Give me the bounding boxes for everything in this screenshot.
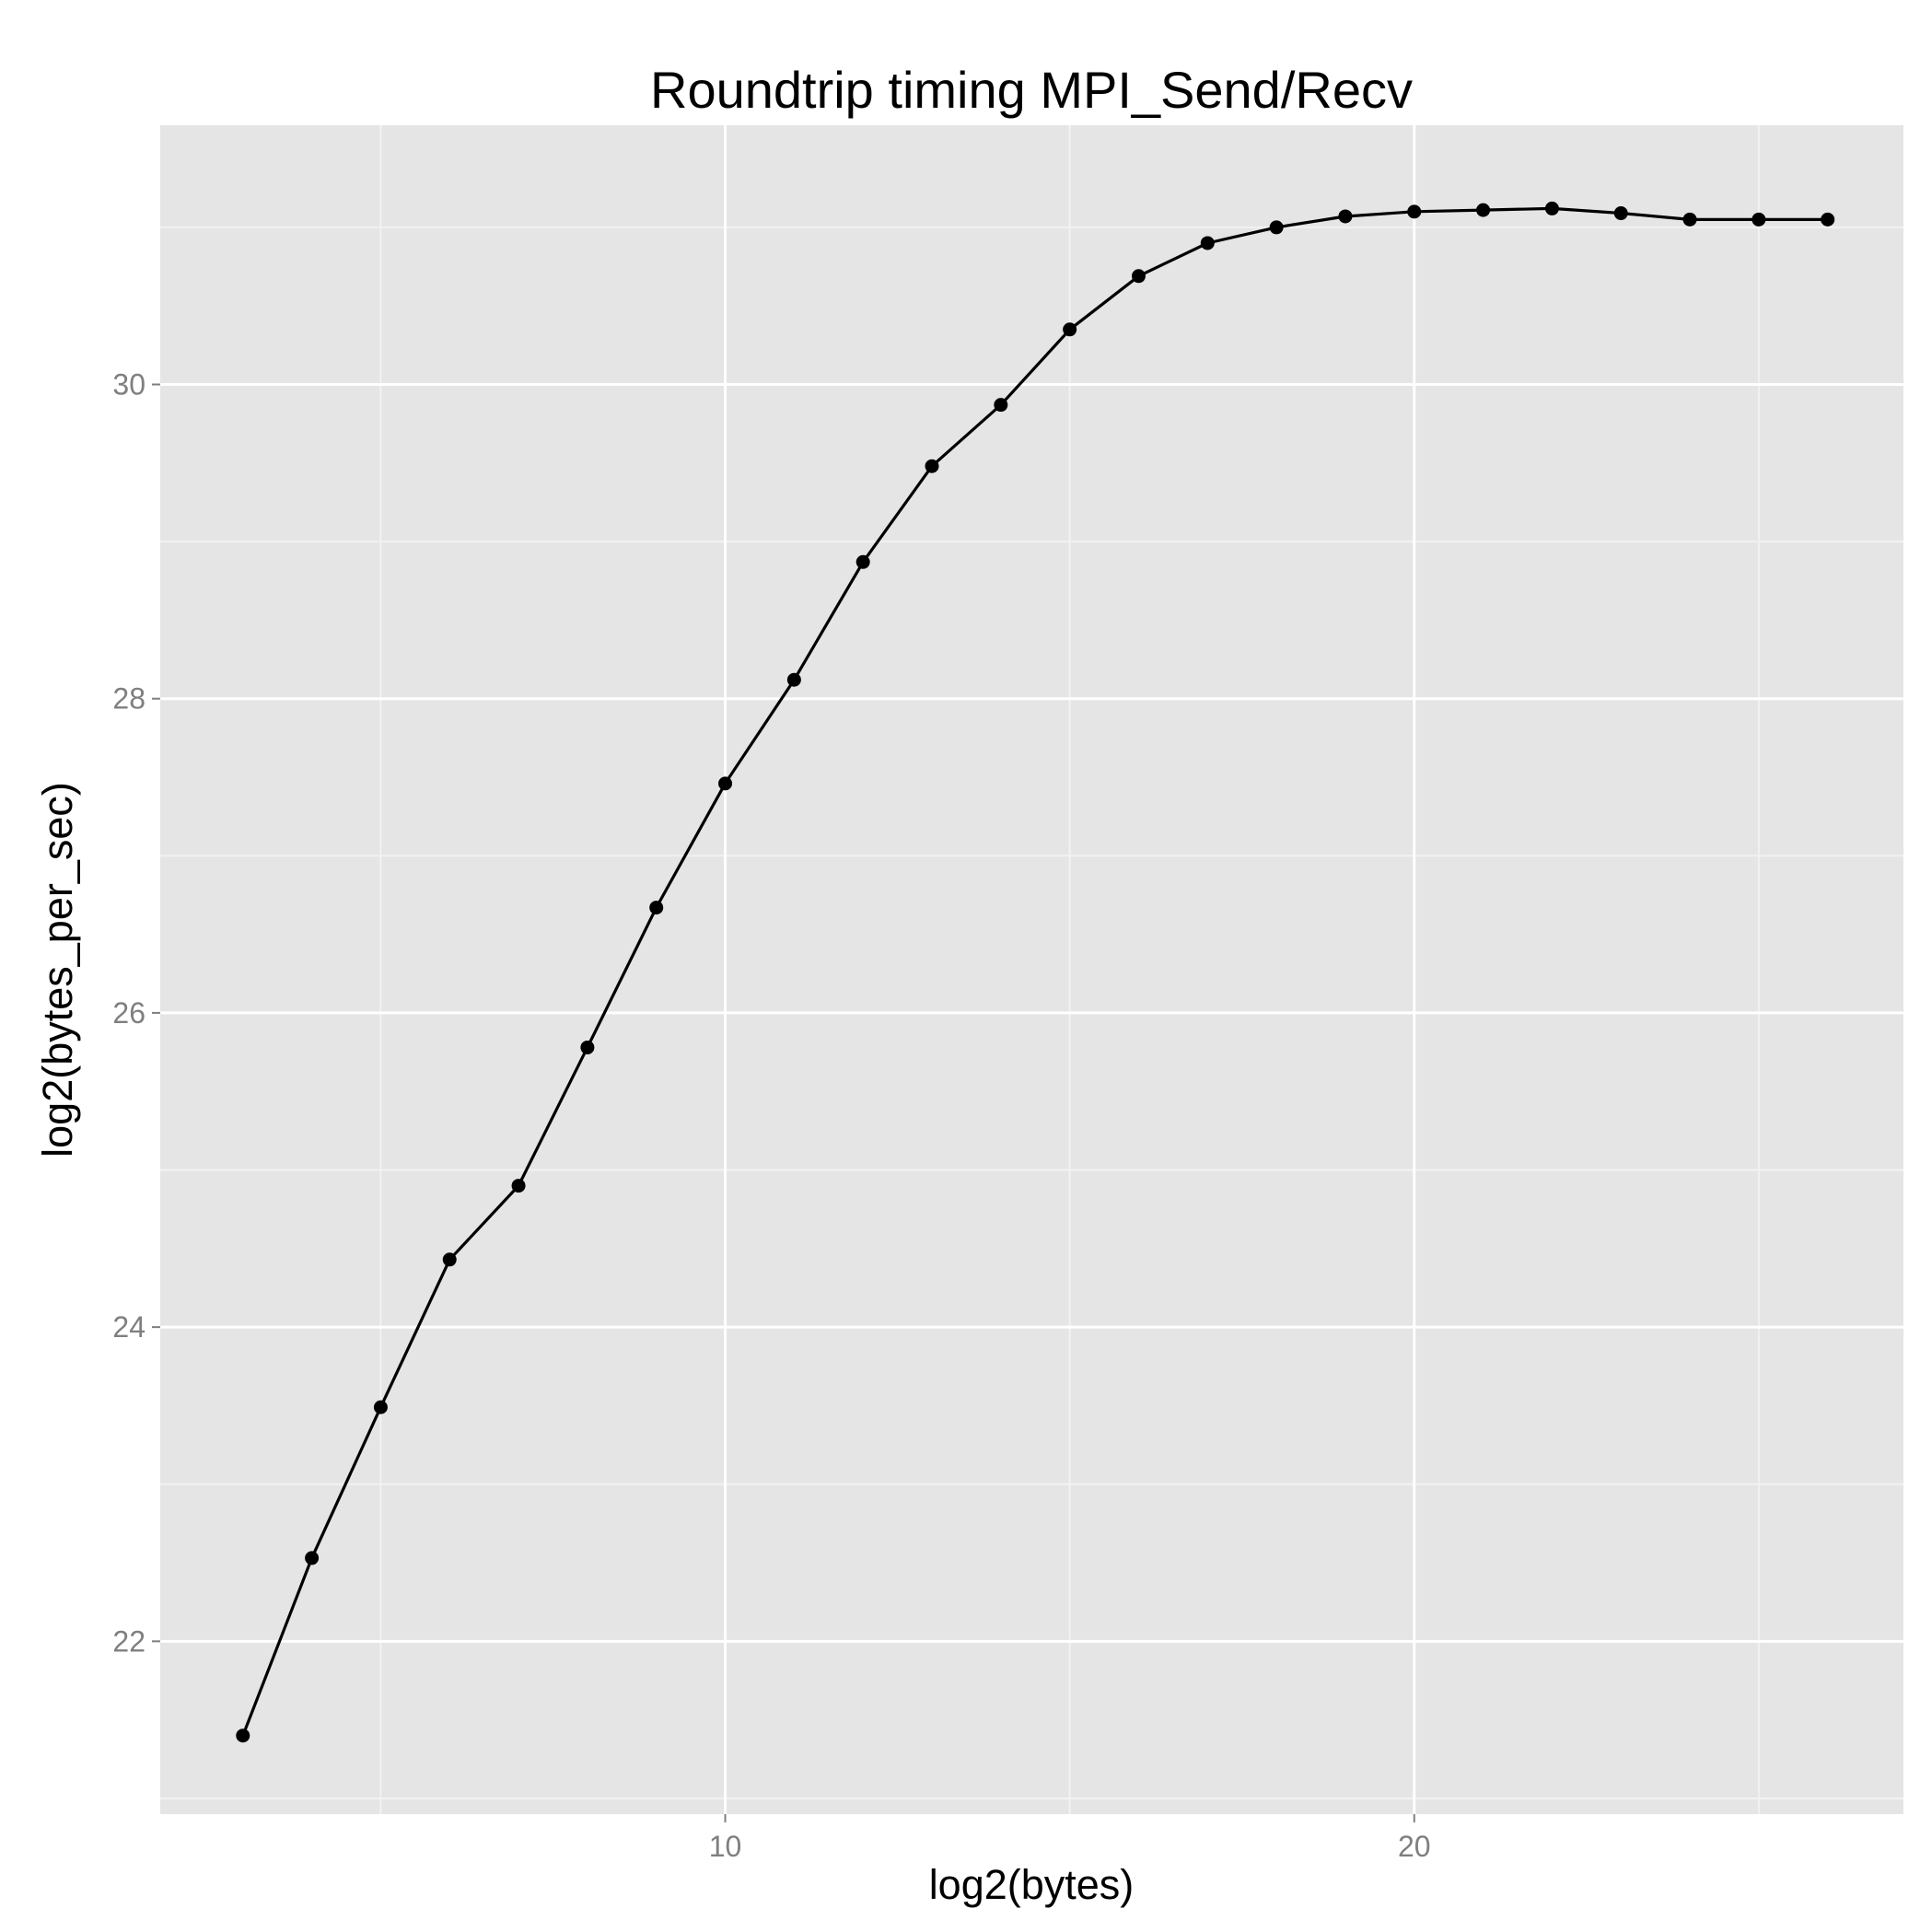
- data-point: [373, 1400, 388, 1414]
- data-point: [305, 1551, 320, 1565]
- data-point: [994, 398, 1008, 413]
- data-point: [236, 1728, 250, 1743]
- x-tick-label: 10: [709, 1830, 742, 1863]
- chart-title: Roundtrip timing MPI_Send/Recv: [650, 61, 1413, 119]
- y-tick-label: 30: [112, 367, 145, 401]
- data-point: [1131, 269, 1146, 284]
- data-point: [1200, 236, 1215, 250]
- data-point: [786, 672, 801, 687]
- y-tick-label: 26: [112, 996, 145, 1030]
- data-point: [1338, 209, 1353, 224]
- data-point: [855, 554, 870, 569]
- data-point: [1476, 203, 1491, 217]
- y-tick-label: 24: [112, 1310, 145, 1344]
- data-point: [1269, 220, 1284, 235]
- data-point: [1544, 201, 1559, 215]
- data-point: [1752, 212, 1766, 227]
- data-point: [649, 901, 664, 915]
- series-layer: [236, 201, 1835, 1743]
- data-point: [1407, 204, 1422, 219]
- y-tick-label: 28: [112, 682, 145, 716]
- y-axis-label: log2(bytes_per_sec): [34, 782, 81, 1158]
- minor-grid: [160, 125, 1903, 1814]
- data-point: [1613, 206, 1628, 221]
- data-point: [718, 776, 733, 791]
- axis-ticks: [152, 383, 1415, 1822]
- series-line: [241, 206, 1828, 1737]
- tick-labels: 10 20 22 24 26 28 30: [112, 367, 1430, 1863]
- x-axis-label: log2(bytes): [929, 1861, 1135, 1908]
- major-grid: [160, 125, 1903, 1814]
- data-point: [580, 1040, 595, 1054]
- data-point: [1682, 212, 1697, 227]
- data-point: [511, 1179, 526, 1193]
- plot-panel: [160, 125, 1903, 1814]
- data-point: [1821, 212, 1835, 227]
- data-point: [1063, 322, 1077, 337]
- x-tick-label: 20: [1398, 1830, 1431, 1863]
- y-tick-label: 22: [112, 1624, 145, 1658]
- data-point: [925, 459, 939, 473]
- data-point: [442, 1252, 457, 1267]
